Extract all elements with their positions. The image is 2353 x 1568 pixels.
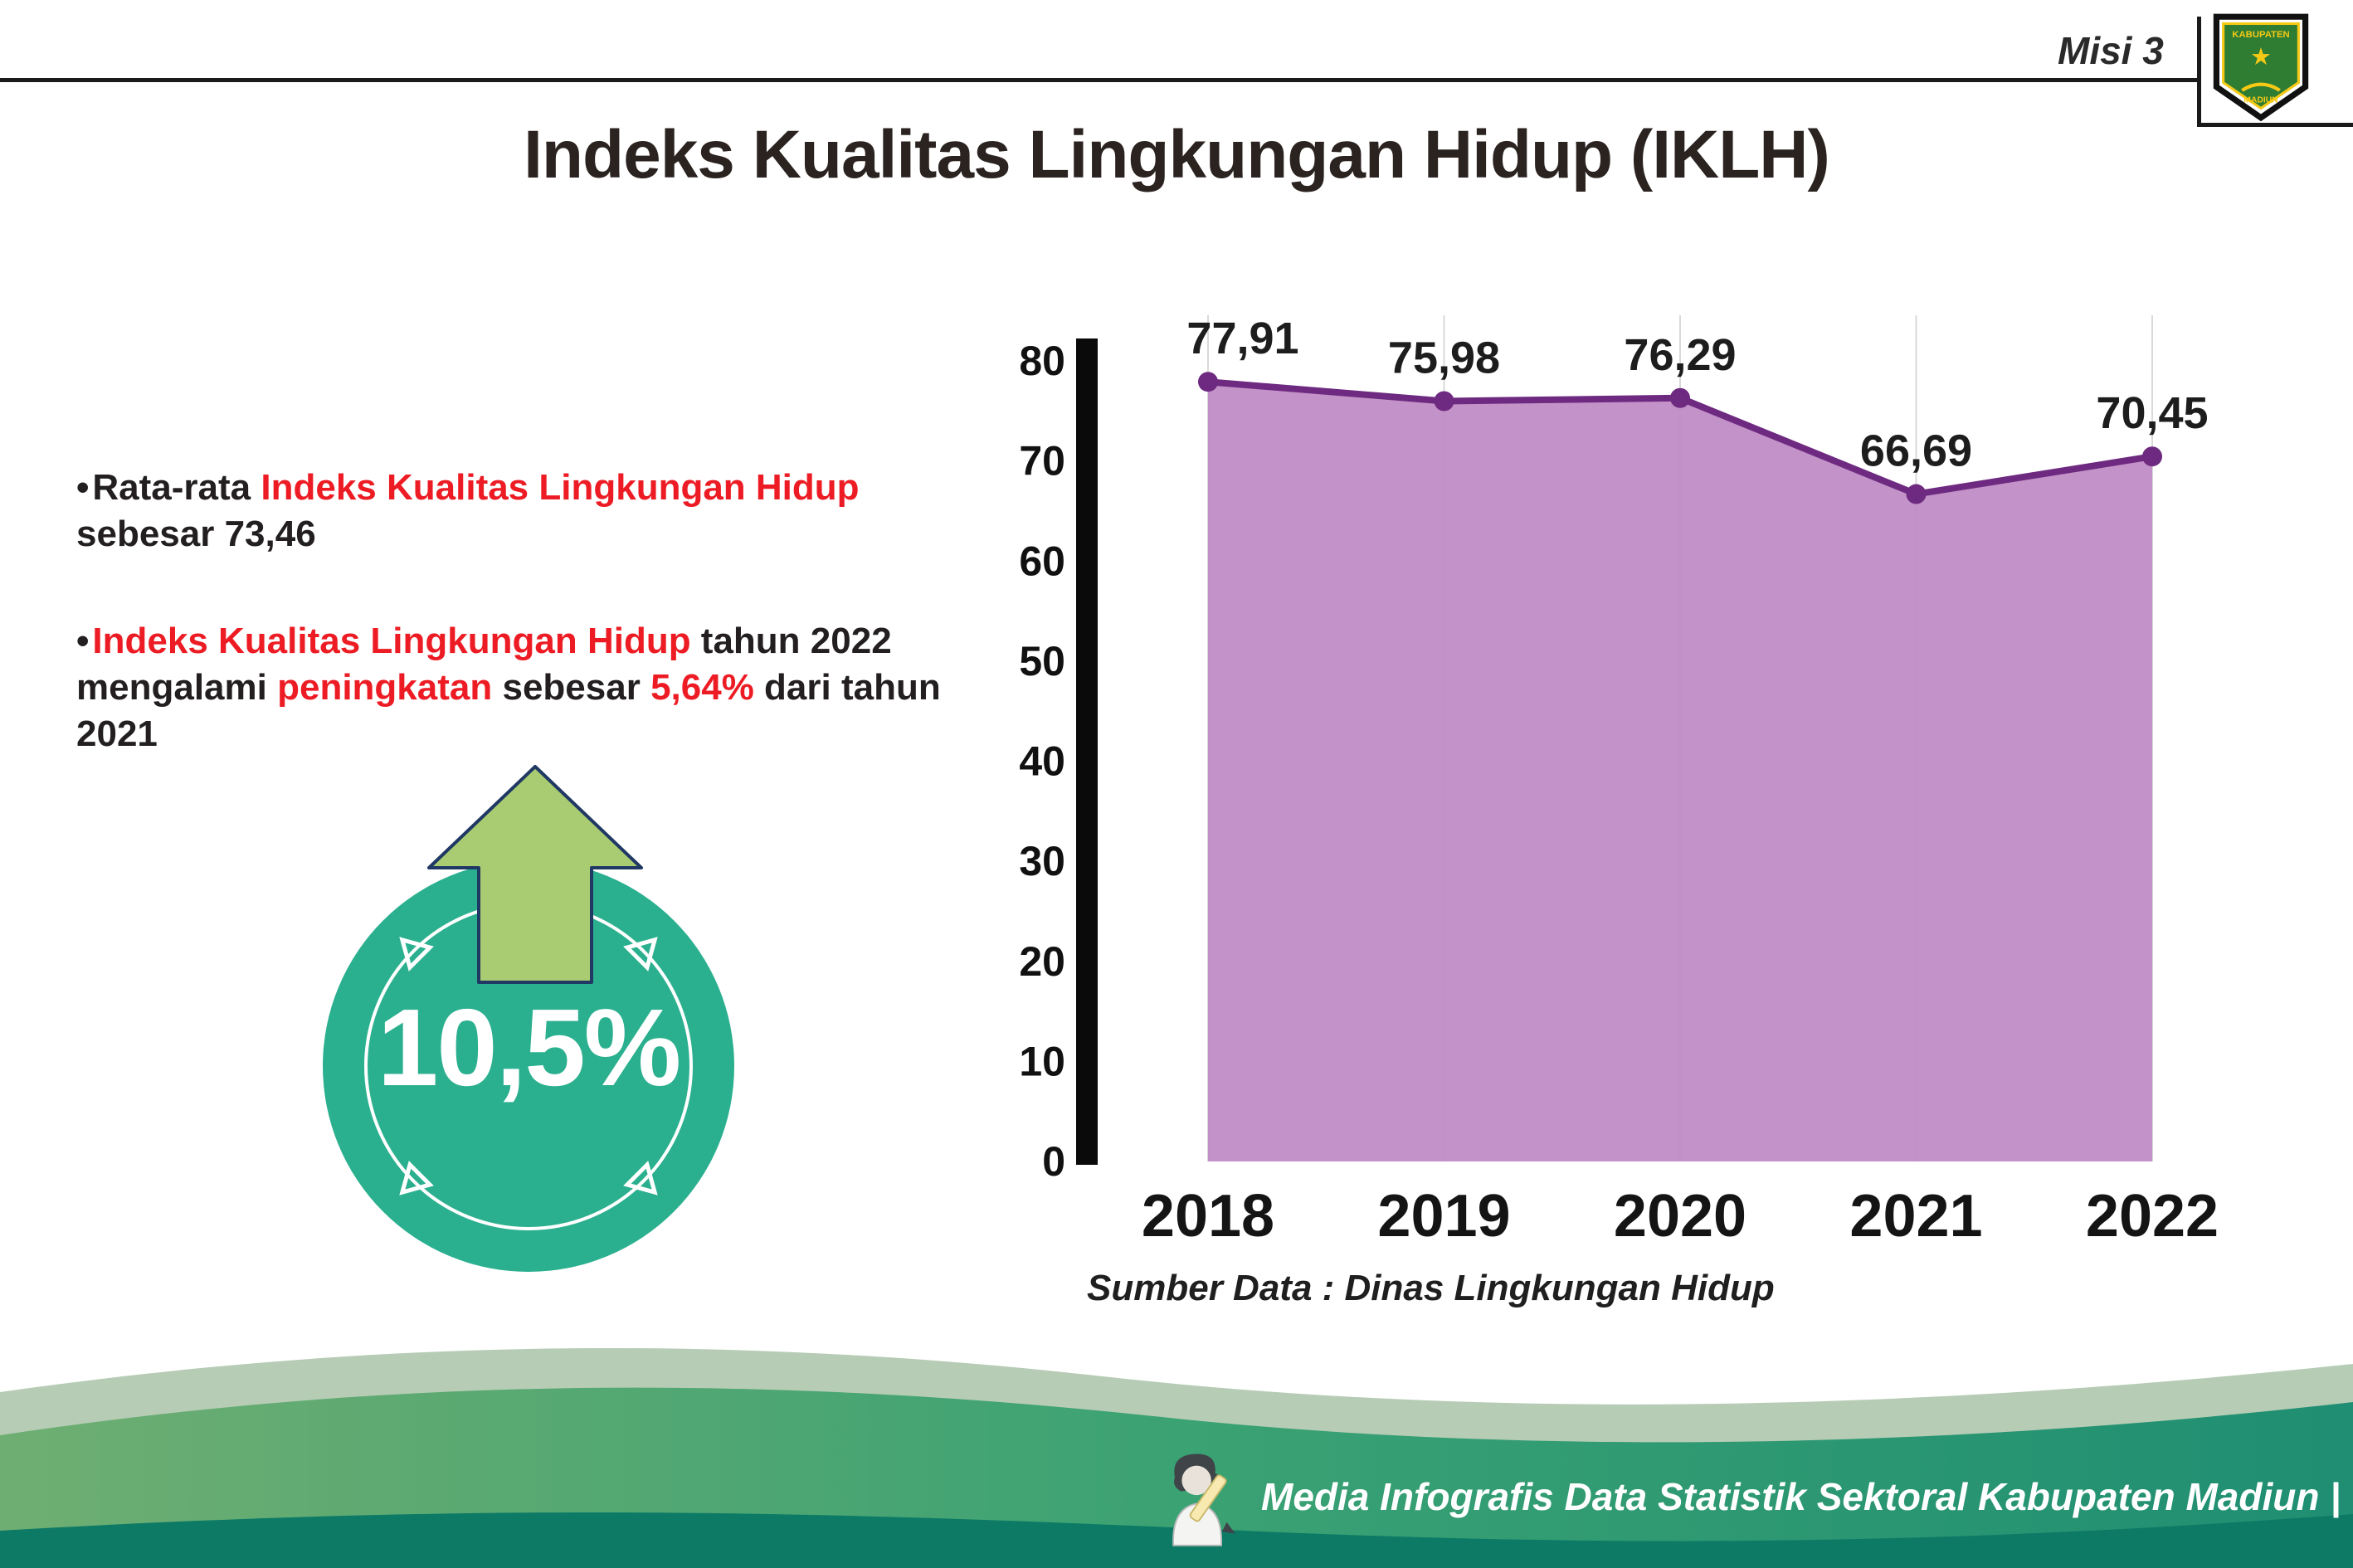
svg-text:2018: 2018 (1142, 1183, 1274, 1249)
svg-text:30: 30 (1019, 838, 1065, 884)
svg-text:2021: 2021 (1849, 1183, 1982, 1249)
logo-frame-horizontal (2197, 123, 2353, 127)
svg-text:2022: 2022 (2086, 1183, 2219, 1249)
increase-percentage: 10,5% (377, 986, 681, 1108)
footer-text: Media Infografis Data Statistik Sektoral… (1261, 1475, 2341, 1518)
svg-text:70: 70 (1019, 438, 1065, 485)
mascot-icon (1172, 1454, 1235, 1546)
svg-text:40: 40 (1019, 738, 1065, 785)
svg-text:60: 60 (1019, 538, 1065, 584)
footer: Media Infografis Data Statistik Sektoral… (1152, 1445, 2341, 1548)
bullet-item: •Indeks Kualitas Lingkungan Hidup tahun … (76, 620, 941, 755)
logo-text-top: KABUPATEN (2232, 30, 2289, 40)
logo-frame-vertical (2197, 17, 2201, 127)
chart-area (1208, 382, 2152, 1161)
misi-label: Misi 3 (2058, 29, 2164, 72)
svg-text:0: 0 (1042, 1138, 1065, 1185)
increase-arrow-icon (427, 765, 643, 984)
svg-text:80: 80 (1019, 338, 1065, 384)
x-tick-labels: 2018 2019 2020 2021 2022 (1142, 1183, 2219, 1249)
svg-text:2019: 2019 (1377, 1183, 1510, 1249)
kabupaten-madiun-logo: KABUPATEN ★ MADIUN (2213, 13, 2309, 122)
svg-text:2020: 2020 (1614, 1183, 1746, 1249)
y-tick-labels: 0 10 20 30 40 50 60 70 80 (1019, 338, 1065, 1185)
svg-text:20: 20 (1019, 938, 1065, 985)
svg-text:76,29: 76,29 (1624, 330, 1736, 380)
arrow-shape (427, 765, 643, 984)
logo-text-bottom: MADIUN (2243, 95, 2277, 105)
top-rule (0, 78, 2197, 82)
iklh-chart: 77,91 75,98 76,29 66,69 70,45 0 10 20 30 40 50 60 70… (1019, 314, 2219, 1249)
bullet-item: •Rata-rata Indeks Kualitas Lingkungan Hi… (76, 467, 860, 555)
chart-value-labels: 77,91 75,98 76,29 66,69 70,45 (1186, 314, 2208, 475)
svg-text:66,69: 66,69 (1860, 426, 1972, 476)
y-axis-bar (1076, 338, 1098, 1165)
svg-text:75,98: 75,98 (1388, 333, 1500, 382)
logo-star-icon: ★ (2250, 44, 2272, 71)
chart-points (1198, 372, 2162, 504)
svg-text:10: 10 (1019, 1038, 1065, 1084)
svg-text:70,45: 70,45 (2096, 388, 2208, 438)
page-title: Indeks Kualitas Lingkungan Hidup (IKLH) (524, 117, 1830, 192)
bullet-list: •Rata-rata Indeks Kualitas Lingkungan Hi… (76, 465, 972, 818)
svg-text:77,91: 77,91 (1186, 314, 1298, 363)
svg-text:50: 50 (1019, 638, 1065, 684)
source-note: Sumber Data : Dinas Lingkungan Hidup (1087, 1268, 1775, 1308)
